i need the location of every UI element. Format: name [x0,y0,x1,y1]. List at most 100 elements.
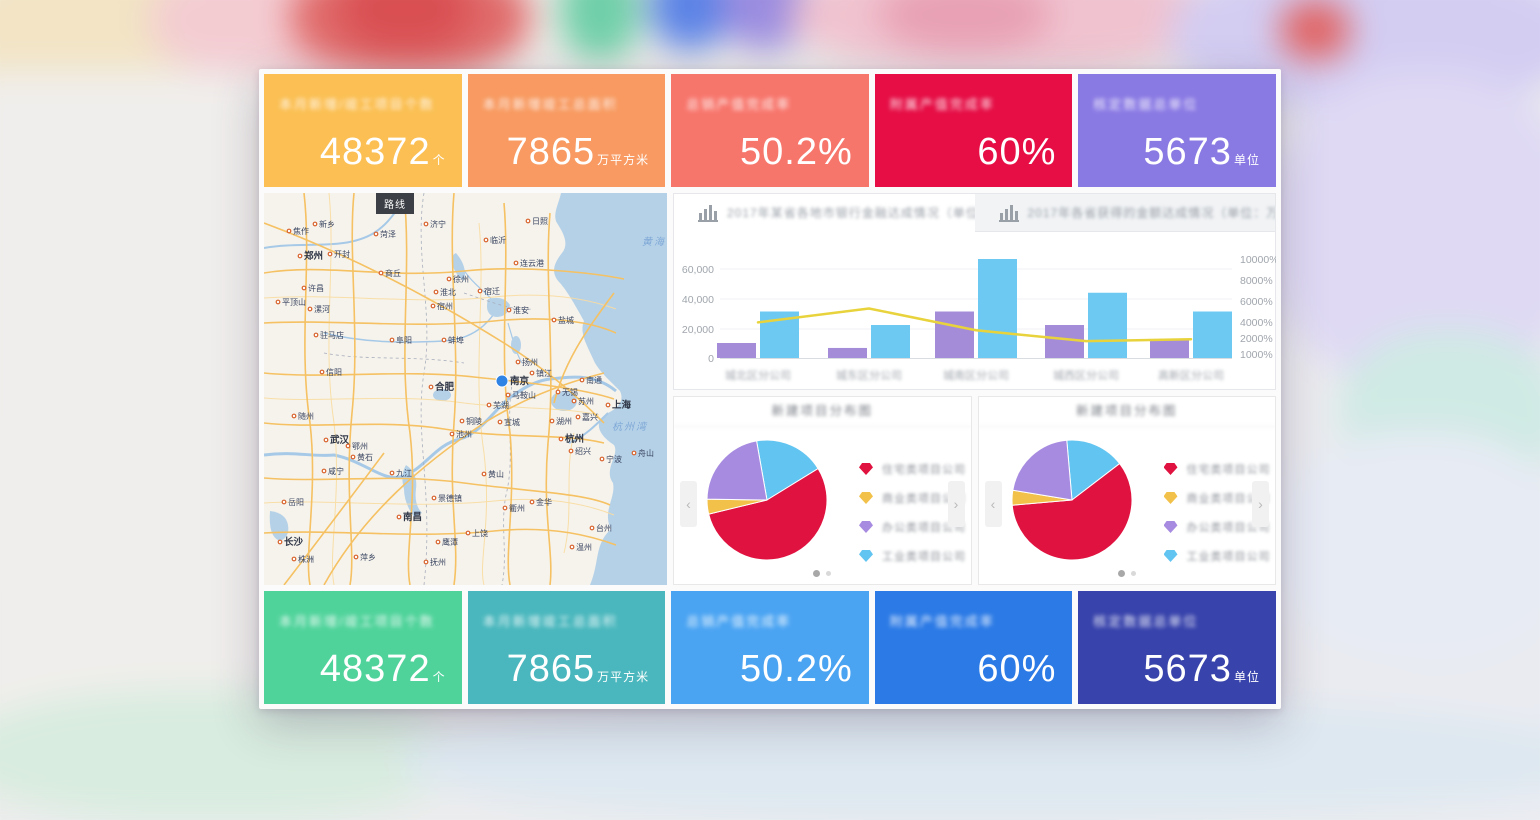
x-axis-label: 高新区分公司 [1158,368,1224,382]
city-label: 随州 [298,411,314,421]
dot-inactive[interactable] [826,571,832,576]
carousel-prev-button[interactable]: ‹ [680,481,697,527]
stat-card-title: 本月新增/竣工项目个数 [279,97,435,112]
city-dot [631,450,637,456]
middle-section: 路线 [264,193,1279,585]
legend-label: 住宅类项目公司 [882,464,966,476]
highways [264,193,625,585]
legend-label: 商业类项目公司 [882,493,966,505]
y2-axis-tick: 1000% [1240,349,1273,361]
bar-指标一 [1150,339,1189,358]
stat-card-unit: 万平方米 [597,670,650,684]
sea-shape [554,193,667,585]
city-dot [301,285,307,291]
bar-指标一 [935,311,974,358]
city-dot [423,221,429,227]
city-label: 湖州 [556,417,572,426]
legend-item[interactable]: 商业类项目公司 [1163,490,1271,506]
city-dot [313,332,319,338]
pie-slice-工业类项目公司[interactable] [1065,439,1120,501]
pie-slice-工业类项目公司[interactable] [756,439,819,501]
carousel-next-button[interactable]: › [1252,481,1269,527]
city-dot [505,392,511,398]
pie-legend: 住宅类项目公司 商业类项目公司 办公类项目公司工业类项目公司 [859,461,966,564]
city-dot [353,554,359,560]
city-label: 漯河 [314,304,330,314]
city-label: 临沂 [490,235,506,245]
city-dot [589,525,595,531]
city-dot [575,414,581,420]
carousel-dots [1117,570,1136,577]
pie-slice-住宅类项目公司[interactable] [708,467,828,561]
pie-legend: 住宅类项目公司 商业类项目公司 办公类项目公司 工业类项目公司 [1163,461,1271,564]
tab-1[interactable]: 2017年各省获得的金额达成情况（单位：万元） [974,194,1275,232]
pie-slice-办公类项目公司[interactable] [706,440,768,501]
city-label: 九江 [396,469,412,478]
pie-slice-办公类项目公司[interactable] [1011,439,1073,501]
stat-card-cards_bottom-4: 核定数据总单位 5673 单位 [1078,591,1276,704]
city-dot [433,289,439,295]
dot-inactive[interactable] [1130,571,1136,576]
city-dot [525,218,531,224]
city-dot [431,495,437,501]
city-dot [571,398,577,404]
city-label: 杭州 [565,433,584,445]
city-label: 上饶 [472,528,488,538]
legend-item[interactable]: 工业类项目公司 [859,548,966,564]
city-label: 台州 [596,523,612,533]
city-label: 鹰潭 [442,537,458,547]
china-map[interactable]: 路线 [264,193,667,585]
city-label: 铜陵 [466,416,482,426]
stat-card-number: 5673 [1143,131,1232,173]
stat-card-value: 60% [977,650,1056,688]
city-dot [446,276,452,282]
city-dot [378,270,384,276]
gem-icon [859,463,873,475]
legend-item[interactable]: 办公类项目公司 [859,519,966,535]
city-dot [477,288,483,294]
city-label: 株洲 [298,554,314,564]
city-label: 徐州 [453,274,469,284]
carousel-prev-button[interactable]: ‹ [984,481,1002,527]
bar-指标二 [978,259,1017,358]
legend-item[interactable]: 住宅类项目公司 [859,461,966,477]
city-label: 苏州 [578,396,594,406]
stat-card-cards_top-3: 附属产值完成率 60% [874,74,1073,187]
city-dot [568,448,574,454]
city-label: 萍乡 [360,552,376,562]
city-label: 长沙 [284,536,304,548]
city-dot [423,559,429,565]
city-dot [435,539,441,545]
stat-card-cards_bottom-1: 本月新增竣工总面积 7865 万平方米 [467,591,666,704]
city-dot [291,413,297,419]
dot-active[interactable] [813,570,821,577]
pie-title: 新建项目分布图 [674,397,971,427]
carousel-next-button[interactable]: › [947,481,965,527]
stat-card-number: 50.2% [740,648,853,690]
legend-item[interactable]: 商业类项目公司 [859,490,966,506]
tab-0[interactable]: 2017年某省各地市银行金融达成情况（单位：万元） [674,194,975,232]
city-label: 平顶山 [282,297,306,307]
y2-axis-tick: 4000% [1240,317,1273,329]
gem-icon [859,492,873,504]
city-dot [350,454,356,460]
pie-slice-住宅类项目公司[interactable] [1011,462,1132,561]
pie-cards-row: 新建项目分布图 住宅类项目公司 商业类项目公司 办公类项目公司 工业类项目公司 ‹ › 新建… [673,396,1276,585]
city-dot [515,359,521,365]
city-dot [551,317,557,323]
legend-item[interactable]: 办公类项目公司 [1163,519,1271,535]
y-axis-tick: 20,000 [682,324,714,336]
stat-card-cards_top-0: 本月新增/竣工项目个数 48372 个 [264,74,462,187]
legend-item[interactable]: 工业类项目公司 [1163,548,1271,564]
stat-card-title: 本月新增竣工总面积 [482,97,618,112]
y2-axis-tick: 2000% [1240,333,1273,345]
city-label: 芜湖 [493,400,509,410]
city-label: 金华 [536,497,552,507]
legend-item[interactable]: 住宅类项目公司 [1163,461,1271,477]
bar-line-chart: 0 20,000 40,000 60,000 1000% 2000% 4000% 6000% 8… [682,254,1279,382]
dot-active[interactable] [1117,570,1125,577]
legend-label: 办公类项目公司 [882,522,966,534]
gem-icon [1163,463,1178,475]
city-dot [430,303,436,309]
